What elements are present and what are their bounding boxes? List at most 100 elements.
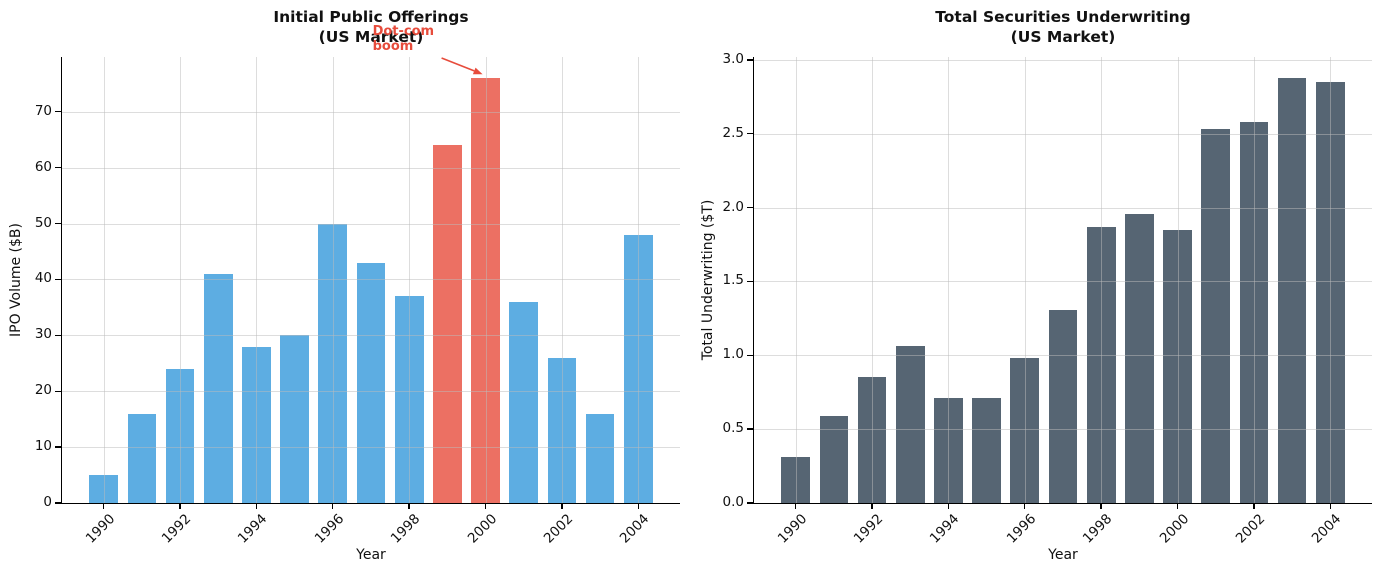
gridline — [1177, 57, 1179, 503]
gridline — [485, 57, 487, 503]
x-axis-label: Year — [356, 547, 386, 563]
x-tick-label-1992: 1992 — [850, 511, 887, 547]
gridline — [754, 355, 1372, 357]
x-tick-label-2002: 2002 — [1232, 511, 1269, 547]
y-tick-mark — [747, 280, 753, 283]
gridline — [754, 281, 1372, 283]
y-tick-label-2.0: 2.0 — [722, 198, 744, 215]
y-tick-mark — [747, 502, 753, 504]
bar-2000 — [471, 78, 500, 503]
x-tick-label-2000: 2000 — [464, 511, 500, 547]
x-tick-label-2004: 2004 — [1309, 511, 1345, 547]
y-tick-label-60: 60 — [34, 158, 52, 175]
plot-area: 0.0 0.5 1.0 1.5 2.0 2.5 3.0 1990 1992 1994 1996 199… — [723, 51, 1372, 547]
y-tick-mark — [747, 354, 753, 356]
x-tick-label-1996: 1996 — [311, 511, 348, 547]
bar-1995 — [972, 398, 1001, 503]
x-tick-label-1992: 1992 — [158, 511, 195, 547]
chart-ipo: Initial Public Offerings (US Market) IPO… — [8, 7, 680, 563]
gridline — [638, 57, 640, 503]
gridline — [1330, 57, 1332, 503]
y-tick-mark — [55, 222, 61, 225]
gridline — [62, 391, 680, 393]
chart-title-line1: Total Securities Underwriting — [935, 8, 1191, 26]
y-tick-mark — [55, 334, 61, 337]
gridline — [795, 57, 797, 503]
bar-1995 — [280, 335, 309, 503]
gridline — [103, 57, 105, 503]
bar-1992 — [165, 368, 195, 503]
plot-area: 0 10 20 30 40 50 60 70 1990 1992 1994 1996 1998 2000 2… — [35, 24, 680, 547]
y-tick-label-1.5: 1.5 — [722, 272, 744, 289]
y-tick-label-0.5: 0.5 — [722, 420, 744, 437]
y-axis-spine — [61, 57, 63, 503]
annotation-label: Dot-com boom — [372, 24, 435, 54]
y-tick-mark — [55, 278, 61, 281]
bar-2003 — [1277, 77, 1307, 503]
x-tick-mark — [408, 503, 410, 509]
bar-2004 — [1316, 82, 1345, 503]
gridline — [409, 57, 411, 503]
y-tick-label-0: 0 — [43, 494, 52, 510]
bar-1990 — [89, 475, 118, 503]
bar-2001 — [509, 301, 539, 503]
gridline — [1253, 57, 1255, 503]
y-tick-label-40: 40 — [34, 270, 52, 287]
y-tick-mark — [55, 390, 61, 392]
bar-1997 — [1048, 309, 1078, 503]
y-tick-label-3.0: 3.0 — [722, 50, 744, 67]
bar-1993 — [895, 346, 925, 503]
x-tick-mark — [1100, 503, 1102, 509]
x-tick-label-2002: 2002 — [540, 511, 577, 547]
bar-2000 — [1163, 229, 1192, 503]
x-tick-mark — [947, 503, 950, 509]
y-tick-mark — [55, 502, 61, 504]
x-tick-mark — [637, 503, 640, 509]
x-tick-mark — [1176, 503, 1179, 509]
gridline — [332, 57, 334, 503]
bar-1999 — [1125, 213, 1154, 503]
x-tick-label-1998: 1998 — [387, 511, 424, 547]
gridline — [561, 57, 563, 503]
gridline — [62, 223, 680, 225]
x-tick-mark — [484, 503, 487, 509]
chart-title: Total Securities Underwriting (US Market… — [754, 7, 1372, 47]
bar-1994 — [242, 346, 271, 503]
y-tick-mark — [55, 446, 61, 448]
chart-title: Initial Public Offerings (US Market) — [62, 7, 680, 47]
bar-1992 — [857, 377, 887, 503]
bar-1998 — [1086, 226, 1116, 503]
bar-1999 — [433, 145, 462, 503]
x-tick-label-1994: 1994 — [235, 511, 271, 547]
y-tick-label-20: 20 — [34, 382, 52, 399]
bar-1991 — [127, 413, 157, 503]
gridline — [948, 57, 950, 503]
x-tick-label-1996: 1996 — [1003, 511, 1040, 547]
bar-1994 — [934, 398, 963, 503]
gridline — [62, 447, 680, 449]
gridline — [62, 279, 680, 281]
x-tick-label-1990: 1990 — [774, 511, 810, 547]
gridline — [754, 207, 1372, 209]
y-tick-label-70: 70 — [34, 102, 52, 119]
y-tick-mark — [747, 59, 753, 61]
x-tick-mark — [1329, 503, 1332, 509]
bar-1996 — [318, 223, 348, 503]
chart-title-line2: (US Market) — [318, 28, 424, 46]
gridline — [1101, 57, 1103, 503]
x-tick-mark — [255, 503, 258, 509]
x-axis-label: Year — [1048, 547, 1078, 563]
y-tick-label-0.0: 0.0 — [722, 494, 744, 510]
gridline — [754, 59, 1372, 61]
gridline — [62, 335, 680, 337]
x-tick-mark — [561, 503, 563, 509]
bar-2004 — [624, 234, 653, 503]
x-tick-mark — [332, 503, 334, 509]
gridline — [180, 57, 182, 503]
bar-1996 — [1010, 358, 1040, 503]
bar-1990 — [781, 457, 810, 503]
chart-title-line1: Initial Public Offerings — [273, 8, 469, 26]
gridline — [62, 111, 680, 113]
x-axis-spine — [753, 502, 1372, 504]
